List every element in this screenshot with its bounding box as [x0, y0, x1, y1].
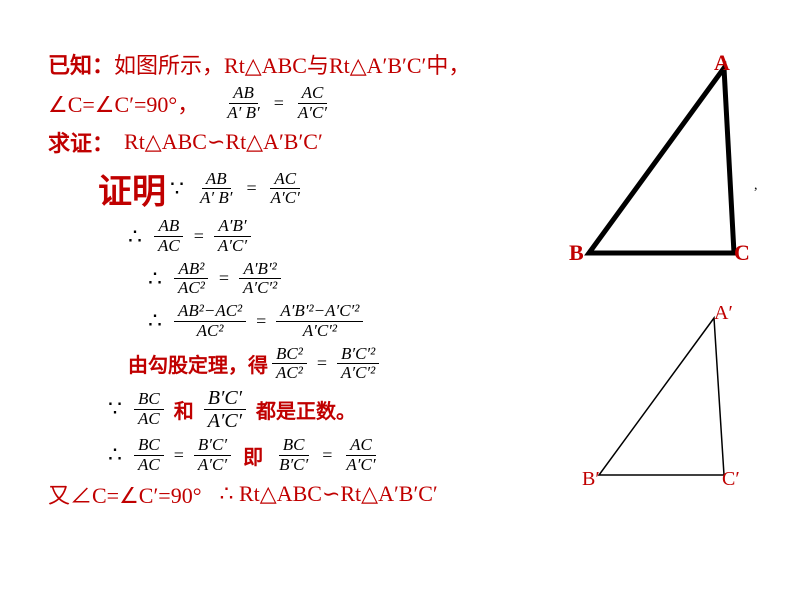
frac-p7d: ACA′C′: [342, 436, 379, 474]
frac-p7a: BCAC: [134, 436, 164, 474]
equals-p7b: =: [322, 445, 332, 466]
frac-p5b: B′C′²A′C′²: [337, 345, 379, 383]
equals-p4: =: [256, 311, 266, 332]
angle-text: ∠C=∠C′=90°，: [48, 87, 199, 119]
therefore-1: ∴: [128, 224, 142, 250]
vertex-ap: A′: [714, 302, 733, 325]
frac-p4a: AB²−AC²AC²: [174, 302, 246, 340]
vertex-bp: B′: [582, 468, 600, 491]
triangle-abc: A B C: [574, 58, 754, 273]
frac-p3b: A′B′²A′C′²: [239, 260, 281, 298]
known-text: 如图所示，Rt△ABC与Rt△A′B′C′中，: [114, 48, 470, 80]
ji-label: 即: [243, 441, 263, 470]
because-2: ∵: [108, 396, 122, 422]
and-label: 和: [174, 395, 194, 424]
therefore-2: ∴: [148, 266, 162, 292]
frac-p4b: A′B′²−A′C′²A′C′²: [276, 302, 363, 340]
frac-ab-apbp: ABA′ B′: [223, 84, 263, 122]
equals-p2: =: [194, 226, 204, 247]
frac-p5a: BC²AC²: [272, 345, 307, 383]
frac-p1a: ABA′ B′: [196, 170, 236, 208]
frac-p6a: BCAC: [134, 390, 164, 428]
positive-label: 都是正数。: [256, 395, 356, 424]
equals-p5: =: [317, 353, 327, 374]
equals-p3: =: [219, 268, 229, 289]
therefore-3: ∴: [148, 308, 162, 334]
triangle-apbpcp: A′ B′ C′: [584, 310, 744, 495]
frac-p7c: BCB′C′: [275, 436, 312, 474]
vertex-a: A: [714, 50, 730, 76]
last-conclusion: ∴ Rt△ABC∽Rt△A′B′C′: [220, 481, 438, 507]
therefore-4: ∴: [108, 442, 122, 468]
prove-text: Rt△ABC∽Rt△A′B′C′: [124, 129, 323, 155]
vertex-c: C: [734, 240, 750, 266]
figures-area: A B C , A′ B′ C′: [554, 50, 764, 550]
proof-heading: 证明: [98, 164, 166, 213]
because-1: ∵: [170, 176, 184, 202]
vertex-b: B: [569, 240, 584, 266]
frac-ac-apcp: ACA′C′: [294, 84, 331, 122]
last-angle: 又∠C=∠C′=90°: [48, 478, 202, 510]
equals-p7a: =: [174, 445, 184, 466]
pythagoras-label: 由勾股定理，得: [128, 349, 268, 378]
prove-label: 求证：: [48, 126, 114, 158]
frac-p1b: ACA′C′: [267, 170, 304, 208]
tick-1: ,: [754, 178, 758, 194]
equals-1: =: [274, 93, 284, 114]
vertex-cp: C′: [722, 468, 740, 491]
frac-p6b: B′C′A′C′: [204, 387, 246, 432]
frac-p2b: A′B′A′C′: [214, 217, 251, 255]
frac-p7b: B′C′A′C′: [194, 436, 231, 474]
known-label: 已知：: [48, 48, 114, 80]
frac-p2a: ABAC: [154, 217, 184, 255]
equals-p1: =: [246, 178, 256, 199]
frac-p3a: AB²AC²: [174, 260, 209, 298]
